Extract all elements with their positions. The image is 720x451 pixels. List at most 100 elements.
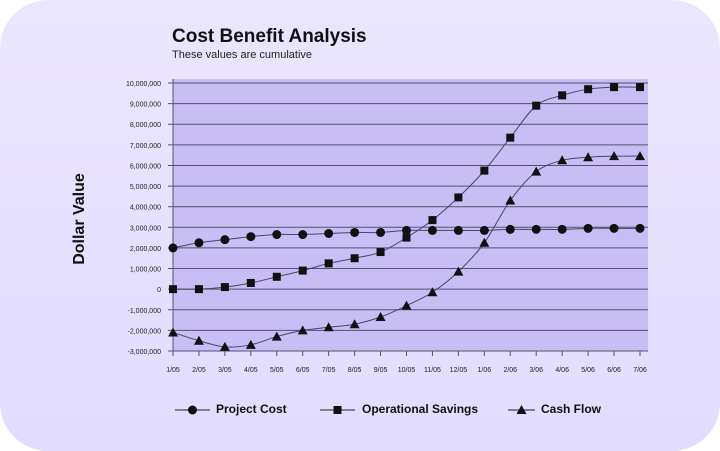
data-point-project-cost	[272, 230, 282, 240]
chart-title: Cost Benefit Analysis	[172, 26, 367, 47]
legend-label-cash-flow: Cash Flow	[541, 402, 602, 416]
x-tick-label: 1/05	[166, 367, 180, 374]
y-tick-label: 6,000,000	[130, 163, 161, 170]
x-tick-label: 7/05	[322, 367, 336, 374]
legend-marker-cash-flow	[516, 405, 527, 414]
data-point-cash-flow	[297, 325, 308, 335]
x-tick-label: 12/05	[450, 367, 468, 374]
data-point-cash-flow	[349, 319, 360, 329]
data-point-cash-flow	[505, 195, 516, 205]
y-tick-label: 1,000,000	[130, 267, 161, 274]
data-point-operational-savings	[272, 272, 281, 281]
data-point-operational-savings	[169, 285, 177, 294]
chart-subtitle: These values are cumulative	[172, 49, 313, 61]
data-point-operational-savings	[324, 259, 333, 268]
data-point-cash-flow	[401, 300, 412, 310]
data-point-project-cost	[505, 224, 515, 234]
data-point-cash-flow	[427, 287, 438, 297]
data-point-operational-savings	[402, 233, 411, 242]
data-point-cash-flow	[193, 335, 204, 345]
x-tick-label: 5/06	[581, 367, 595, 374]
legend-markers	[175, 405, 535, 415]
data-point-project-cost	[194, 238, 204, 248]
x-tick-label: 4/05	[244, 367, 258, 374]
data-point-project-cost	[402, 225, 411, 235]
data-point-operational-savings	[584, 85, 593, 94]
y-tick-label: -2,000,000	[128, 328, 162, 335]
x-tick-label: 11/05	[424, 367, 441, 374]
data-point-cash-flow	[583, 152, 594, 162]
y-tick-label: 4,000,000	[130, 205, 161, 212]
legend: Project Cost Operational Savings Cash Fl…	[0, 400, 720, 420]
data-point-project-cost	[298, 230, 308, 240]
data-point-operational-savings	[220, 283, 229, 292]
data-point-operational-savings	[480, 166, 489, 175]
y-tick-label: -3,000,000	[128, 349, 162, 356]
x-tick-label: 5/05	[270, 367, 284, 374]
data-point-project-cost	[350, 227, 360, 237]
y-tick-label: 2,000,000	[130, 246, 161, 253]
x-tick-label: 8/05	[348, 367, 362, 374]
data-point-project-cost	[427, 225, 437, 235]
data-point-operational-savings	[350, 254, 359, 263]
y-tick-label: -1,000,000	[128, 308, 162, 315]
x-tick-label: 6/05	[296, 367, 310, 374]
data-point-project-cost	[220, 235, 230, 245]
data-point-cash-flow	[245, 339, 256, 349]
data-point-operational-savings	[558, 91, 567, 100]
legend-marker-operational-savings	[333, 406, 342, 414]
data-point-project-cost	[324, 228, 334, 238]
data-point-project-cost	[531, 224, 541, 234]
data-point-operational-savings	[194, 285, 203, 294]
data-point-operational-savings	[298, 266, 307, 275]
data-point-cash-flow	[323, 322, 334, 332]
data-point-cash-flow	[375, 311, 386, 321]
data-point-operational-savings	[428, 216, 437, 225]
y-tick-label: 3,000,000	[130, 225, 161, 232]
x-tick-label: 4/06	[555, 367, 569, 374]
y-tick-label: 8,000,000	[130, 122, 161, 129]
x-tick-label: 1/06	[478, 367, 492, 374]
x-tick-label: 2/06	[503, 367, 517, 374]
data-point-project-cost	[479, 225, 489, 235]
data-point-project-cost	[609, 223, 619, 233]
data-point-cash-flow	[271, 331, 282, 341]
x-tick-label: 9/05	[374, 367, 388, 374]
x-tick-label: 10/05	[398, 367, 416, 374]
data-point-project-cost	[246, 232, 256, 242]
data-point-project-cost	[453, 225, 463, 235]
x-tick-label: 3/05	[218, 367, 232, 374]
data-point-operational-savings	[532, 101, 541, 110]
x-tick-label: 3/06	[529, 367, 543, 374]
data-point-cash-flow	[453, 266, 464, 276]
y-tick-label: 7,000,000	[130, 143, 161, 150]
data-point-operational-savings	[246, 278, 255, 287]
data-point-project-cost	[168, 243, 178, 253]
y-tick-label: 0	[157, 287, 161, 294]
data-point-cash-flow	[479, 237, 490, 247]
y-tick-label: 9,000,000	[130, 102, 161, 109]
data-point-operational-savings	[454, 193, 463, 202]
x-tick-label: 2/05	[192, 367, 206, 374]
data-point-operational-savings	[506, 133, 515, 142]
legend-label-project-cost: Project Cost	[216, 402, 287, 416]
data-point-operational-savings	[376, 248, 385, 257]
data-point-project-cost	[376, 227, 386, 237]
data-point-cash-flow	[635, 151, 645, 161]
data-point-cash-flow	[557, 155, 568, 165]
legend-label-operational-savings: Operational Savings	[362, 402, 479, 416]
data-point-project-cost	[557, 224, 567, 234]
y-tick-label: 5,000,000	[130, 184, 161, 191]
x-tick-label: 6/06	[607, 367, 621, 374]
data-point-operational-savings	[610, 83, 619, 92]
x-tick-label: 7/06	[633, 367, 647, 374]
data-point-project-cost	[583, 223, 593, 233]
data-point-cash-flow	[531, 166, 542, 176]
y-tick-label: 10,000,000	[126, 81, 161, 88]
data-point-project-cost	[635, 223, 645, 233]
data-point-cash-flow	[609, 151, 620, 161]
data-point-cash-flow	[168, 327, 178, 337]
legend-marker-project-cost	[188, 405, 197, 415]
data-point-cash-flow	[219, 341, 230, 351]
